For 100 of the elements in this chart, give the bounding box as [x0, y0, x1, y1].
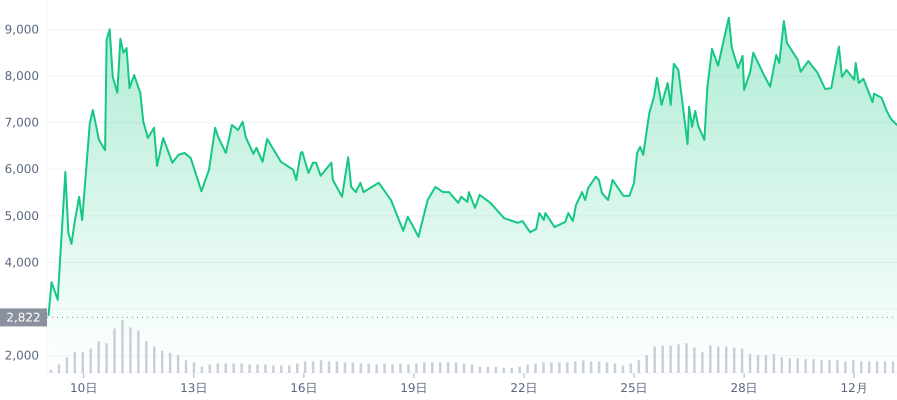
bar [121, 320, 124, 373]
bar [590, 361, 592, 373]
bar [606, 362, 608, 373]
bar [677, 344, 680, 373]
bar [486, 366, 490, 373]
bar [788, 358, 792, 373]
bar [423, 362, 426, 373]
bar [646, 354, 648, 373]
x-tick-label: 19日 [400, 381, 428, 395]
y-tick-label: 9,000 [4, 22, 39, 36]
bar [82, 352, 84, 373]
bar [454, 362, 458, 373]
bar [709, 345, 712, 373]
bar [288, 366, 291, 373]
bar [312, 361, 314, 373]
bar [462, 363, 466, 373]
x-tick-label: 25日 [620, 381, 648, 395]
ref-line-label: 2,822 [6, 310, 41, 324]
bar [836, 360, 839, 373]
y-tick-label: 8,000 [4, 69, 39, 83]
bar [145, 341, 148, 373]
bar [407, 364, 410, 373]
bar [494, 366, 498, 373]
bar [732, 348, 736, 373]
bar [200, 366, 204, 373]
bar [661, 345, 664, 373]
bar [820, 360, 823, 373]
bar [344, 362, 346, 373]
bar [375, 364, 378, 373]
y-tick-label: 6,000 [4, 162, 39, 176]
bar [685, 343, 688, 373]
bar [391, 364, 394, 373]
bar [272, 366, 275, 373]
bar [168, 352, 172, 373]
bar [336, 361, 338, 373]
bar [240, 363, 243, 373]
bar [740, 348, 744, 373]
bar [876, 361, 878, 373]
bar [622, 366, 624, 373]
bar [192, 362, 196, 373]
bar [113, 328, 116, 373]
bar [74, 352, 76, 373]
y-tick-label: 2,000 [4, 348, 39, 363]
bar [542, 362, 545, 373]
bar [208, 364, 212, 373]
x-tick-label: 28日 [730, 381, 758, 395]
bar [518, 366, 521, 373]
bar [614, 363, 616, 373]
bar [470, 364, 474, 373]
x-tick-label: 13日 [180, 381, 208, 395]
bar [320, 360, 322, 373]
bar [304, 361, 306, 373]
bar [764, 354, 768, 373]
bar [184, 360, 188, 373]
bar [566, 362, 569, 373]
bar [137, 330, 140, 373]
bar [97, 341, 100, 373]
bar [152, 346, 156, 373]
y-tick-label: 4,000 [4, 256, 39, 270]
bar [892, 361, 894, 373]
bar [582, 360, 584, 373]
bar [383, 363, 386, 373]
bar [724, 346, 728, 373]
bar [264, 364, 267, 373]
bar [526, 364, 529, 373]
bar [534, 363, 537, 373]
bar [717, 346, 720, 373]
bar [884, 361, 886, 373]
bar [748, 354, 752, 373]
bar [796, 358, 799, 373]
bar [415, 363, 418, 373]
x-tick-label: 16日 [290, 381, 318, 395]
bar [248, 364, 251, 373]
bar [352, 362, 354, 373]
x-tick-label: 22日 [510, 381, 538, 395]
bar [89, 348, 92, 373]
bar [598, 361, 600, 373]
bar [844, 361, 847, 373]
bar [360, 363, 362, 373]
bar [868, 361, 870, 373]
bar [129, 327, 132, 373]
bar [478, 366, 482, 373]
bar [431, 362, 434, 373]
bar [256, 364, 259, 373]
bar [399, 363, 402, 373]
bar [328, 361, 330, 373]
bar [574, 361, 577, 373]
bar [772, 354, 776, 373]
x-tick-label: 10日 [70, 381, 98, 395]
bar [860, 361, 862, 373]
bar [296, 363, 298, 373]
x-tick-label: 12月 [840, 381, 868, 395]
bar [780, 357, 784, 373]
bar [638, 360, 640, 373]
y-tick-label: 7,000 [4, 116, 39, 130]
bar [502, 368, 506, 373]
bar [804, 359, 807, 373]
bar [828, 360, 831, 373]
bar [693, 348, 696, 373]
bar [701, 352, 704, 373]
